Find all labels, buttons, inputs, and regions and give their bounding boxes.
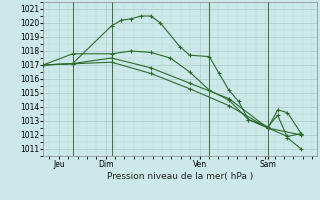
X-axis label: Pression niveau de la mer( hPa ): Pression niveau de la mer( hPa ) <box>107 172 253 181</box>
